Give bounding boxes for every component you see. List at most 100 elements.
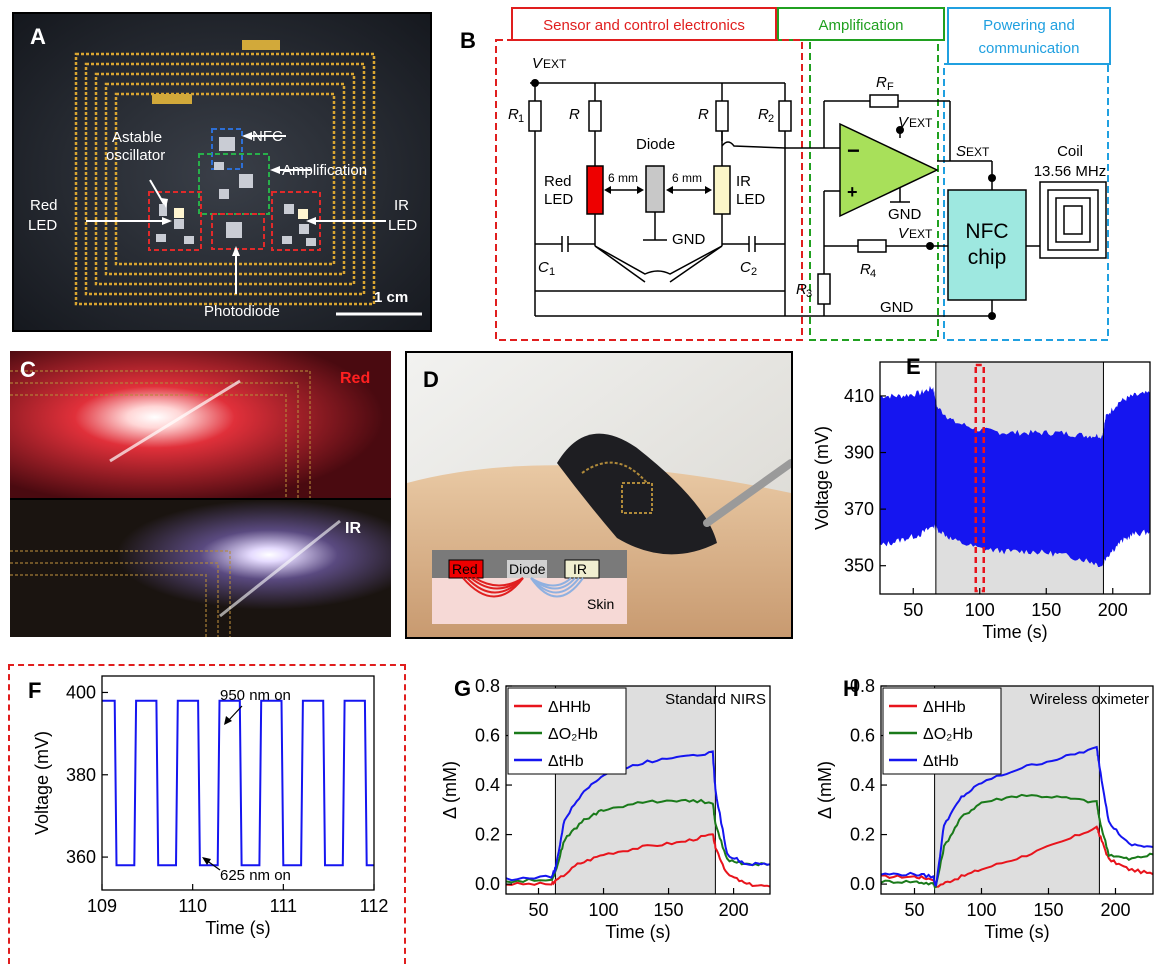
chart-e: 50 100 150 200 350 370 390 410 Time (s) Voltage (…: [812, 361, 1151, 642]
d-label-ir: IR: [573, 561, 587, 577]
a-label-nfc: NFC: [252, 128, 283, 145]
x-tick-label: 100: [966, 900, 996, 920]
pad-left: [152, 94, 192, 104]
y-tick-label: 0.0: [850, 874, 875, 894]
x-tick-label: 50: [528, 900, 548, 920]
b-vext-2-sub: EXT: [909, 116, 933, 130]
b-red-led-1: Red: [544, 173, 572, 190]
b-coil-1: Coil: [1057, 143, 1083, 160]
b-c1-sub: 1: [549, 266, 555, 278]
plot-frame: [505, 685, 771, 895]
voltage-envelope: [880, 385, 1150, 567]
x-tick-label: 100: [589, 900, 619, 920]
y-tick-label: 0.2: [475, 825, 500, 845]
amp-section-box: [809, 39, 939, 341]
x-tick-label: 112: [360, 896, 389, 916]
panel-d-drawing: Red Diode IR Skin: [407, 353, 791, 637]
d-inset-skin: [432, 578, 627, 624]
plot-frame: [101, 675, 375, 891]
c-label-ir: IR: [345, 520, 361, 537]
x-tick-label: 109: [87, 896, 117, 916]
y-tick-label: 370: [844, 499, 874, 519]
annotation-arrowhead-top: [224, 716, 232, 725]
panel-e: E 50 100 150 200 350 370 390 410 Time (s) Voltage…: [800, 348, 1157, 648]
a-label-red-2: LED: [28, 217, 57, 234]
power-section-title-1: Powering and: [983, 17, 1075, 34]
y-tick-label: 0.0: [475, 874, 500, 894]
series-line: [880, 745, 1154, 887]
b-gnd-1: GND: [672, 231, 706, 248]
chart-h: 50 100 150 200 0.0 0.2 0.4 0.6 0.8 Time (s) Δ (mM)…: [815, 676, 1154, 942]
y-axis-label: Voltage (mV): [812, 426, 832, 530]
b-r-right: R: [698, 106, 709, 123]
panel-label-f: F: [28, 678, 42, 703]
amp-box: [198, 153, 270, 215]
y-axis-label: Voltage (mV): [32, 731, 52, 835]
panel-label-h: H: [843, 676, 859, 701]
ir-led: [713, 165, 731, 215]
series-line: [505, 750, 771, 882]
b-vext-3: V: [898, 225, 910, 242]
b-c2: C: [740, 259, 751, 276]
panel-label-d: D: [423, 367, 439, 392]
x-tick-label: 200: [1100, 900, 1130, 920]
chart-annotation: Wireless oximeter: [1030, 691, 1149, 708]
power-section-box: [943, 63, 1109, 341]
x-tick-label: 50: [904, 900, 924, 920]
y-tick-label: 0.4: [850, 775, 875, 795]
chart-annotation: Standard NIRS: [665, 691, 766, 708]
power-section-title-box: [947, 7, 1111, 65]
x-axis-label: Time (s): [982, 622, 1047, 642]
panel-label-b: B: [460, 28, 476, 53]
b-red-led-2: LED: [544, 191, 573, 208]
legend-label: ΔtHb: [548, 753, 584, 770]
tweezers: [703, 459, 791, 527]
b-sext: S: [956, 143, 966, 160]
y-tick-label: 0.8: [850, 676, 875, 696]
b-minus: −: [847, 138, 860, 163]
legend-label: ΔHHb: [548, 699, 591, 716]
annotation-arrowhead-bottom: [202, 857, 211, 865]
nfc-chip: [947, 189, 1027, 301]
sensor-section-title: Sensor and control electronics: [543, 17, 745, 34]
circuit-diagram: Sensor and control electronics Amplifica…: [495, 7, 1111, 341]
b-ir-led-1: IR: [736, 173, 751, 190]
x-tick-label: 200: [1098, 600, 1128, 620]
annotation-950nm: 950 nm on: [220, 687, 291, 704]
red-led: [586, 165, 604, 215]
b-r2: R: [758, 106, 769, 123]
y-tick-label: 0.4: [475, 775, 500, 795]
b-r1: R: [508, 106, 519, 123]
circuit-wires: [530, 82, 1040, 317]
d-label-skin: Skin: [587, 596, 614, 612]
x-tick-label: 50: [903, 600, 923, 620]
d-diode-box: [507, 560, 547, 578]
b-rf-sub: F: [887, 81, 894, 93]
c-label-red: Red: [340, 370, 370, 387]
photodiode: [645, 165, 665, 213]
panel-d-photo: Red Diode IR Skin D: [405, 351, 793, 639]
plot-frame: [879, 361, 1151, 595]
b-r2-sub: 2: [768, 113, 774, 125]
b-r1-sub: 1: [518, 113, 524, 125]
b-r4: R: [860, 261, 871, 278]
panel-label-g: G: [454, 676, 472, 701]
b-vext-2: V: [898, 114, 910, 131]
y-tick-label: 350: [844, 556, 874, 576]
annotation-625nm: 625 nm on: [220, 867, 291, 884]
y-tick-label: 0.8: [475, 676, 500, 696]
photodiode-box: [211, 213, 265, 250]
x-axis-label: Time (s): [984, 922, 1049, 942]
y-tick-label: 0.6: [850, 726, 875, 746]
b-plus: +: [847, 182, 858, 202]
sensor-section-title-box: [511, 7, 777, 41]
b-vext-1: V: [532, 55, 544, 72]
x-tick-label: 111: [270, 896, 297, 916]
panel-g: G 50 100 150 200 0.0 0.2 0.4 0.6 0.8 Time (s) Δ (m…: [420, 664, 780, 964]
a-label-amplification: Amplification: [282, 162, 367, 179]
b-gap-left: 6 mm: [608, 171, 638, 185]
a-label-red-1: Red: [30, 197, 58, 214]
a-label-ir-1: IR: [394, 197, 409, 214]
y-tick-label: 380: [66, 765, 96, 785]
coil: [1039, 181, 1107, 259]
